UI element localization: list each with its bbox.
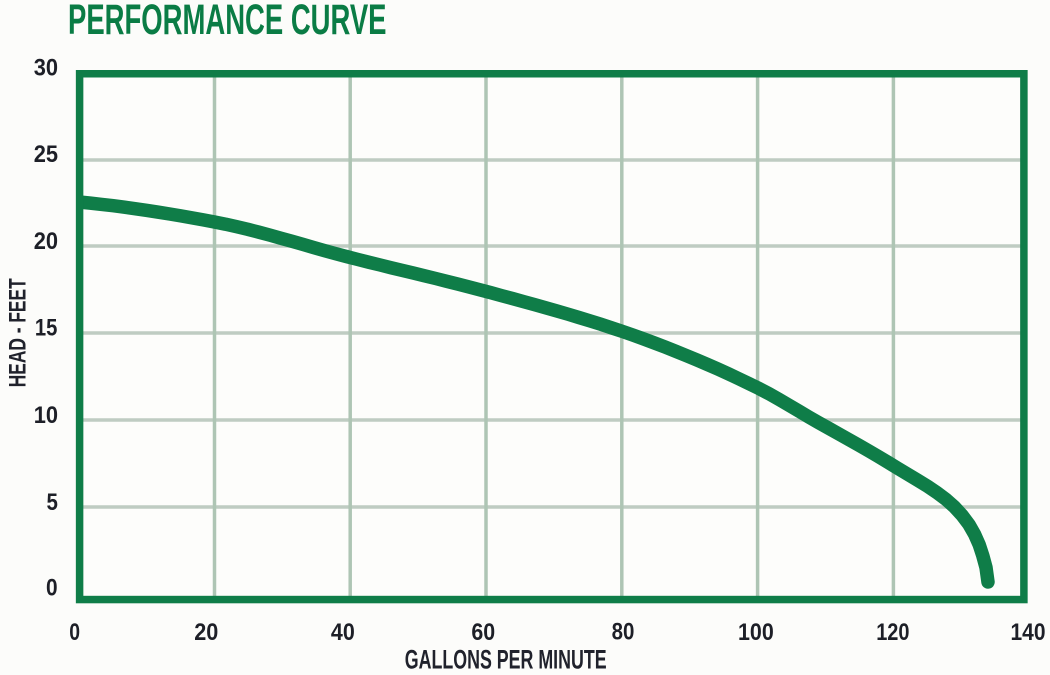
svg-text:30: 30 [34,55,58,82]
svg-text:25: 25 [34,141,58,168]
svg-text:20: 20 [194,619,218,646]
svg-text:20: 20 [34,228,58,255]
svg-text:120: 120 [876,619,909,646]
svg-text:PERFORMANCE CURVE: PERFORMANCE CURVE [68,0,387,43]
svg-text:40: 40 [331,619,355,646]
svg-text:GALLONS PER MINUTE: GALLONS PER MINUTE [405,645,607,675]
svg-text:100: 100 [738,619,774,646]
svg-text:0: 0 [46,575,58,602]
svg-text:HEAD - FEET: HEAD - FEET [5,278,32,387]
svg-text:15: 15 [35,315,58,342]
svg-text:5: 5 [47,489,58,516]
svg-text:140: 140 [1011,619,1046,646]
svg-text:60: 60 [471,619,495,646]
svg-text:10: 10 [34,402,58,429]
svg-text:80: 80 [612,619,635,646]
svg-text:0: 0 [69,619,80,646]
